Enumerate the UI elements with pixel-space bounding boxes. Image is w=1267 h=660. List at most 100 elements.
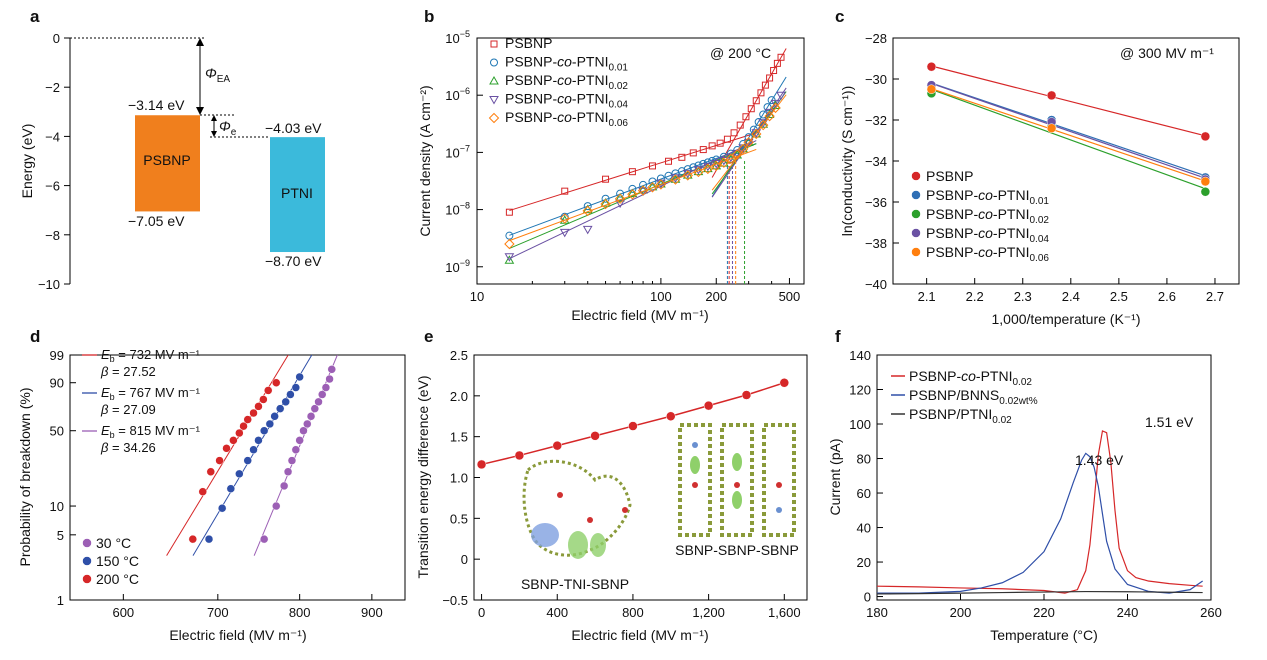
panel-a-ytick-label: −2 [45, 80, 60, 95]
panel-d-legend-label: 200 °C [96, 571, 139, 587]
panel-d-point [275, 404, 285, 413]
panel-d-point [239, 421, 248, 431]
panel-c-legend-label: PSBNP [926, 168, 973, 184]
panel-c-xlabel: 1,000/temperature (K⁻¹) [991, 311, 1140, 327]
panel-b-point [761, 81, 769, 89]
panel-d-legend-marker [82, 556, 92, 566]
panel-b-point [726, 149, 735, 158]
panel-f-xtick-label: 200 [950, 605, 972, 620]
panel-d-beta-label: β = 34.26 [100, 440, 156, 455]
panel-b-point [743, 137, 754, 148]
panel-f-xtick-label: 220 [1033, 605, 1055, 620]
panel-a-ytick-label: −10 [38, 277, 60, 292]
panel-b-point [739, 140, 748, 149]
panel-b-point [627, 189, 638, 200]
phi-ea-arrow-head-top [196, 38, 204, 46]
panel-f-legend-label: PSBNP/BNNS0.02wt% [909, 387, 1038, 407]
panel-b-ytick-label: 10−6 [445, 86, 470, 103]
panel-d-ytick-label: 90 [50, 376, 64, 391]
panel-f-series-line [877, 452, 1203, 594]
panel-e-ytick-label: −0.5 [442, 593, 468, 608]
panel-f-series-line [876, 590, 1203, 595]
panel-b-fit-low [509, 140, 757, 260]
panel-c-xtick-label: 2.3 [1014, 289, 1032, 304]
panel-b-point [647, 182, 658, 193]
panel-a-letter: a [30, 7, 40, 26]
panel-f-ytick-label: 140 [849, 348, 871, 363]
panel-b-fit-low [509, 148, 757, 242]
panel-b-point [752, 97, 760, 105]
panel-b-point [656, 174, 665, 183]
panel-b-point [736, 121, 744, 129]
panel-e: e 0 400 800 1,200 1,600 2.5 2.0 1.5 1.0 0.5 0 −0.5 [415, 327, 808, 643]
panel-c-ytick-label: −34 [865, 154, 887, 169]
panel-b-legend-marker [489, 96, 499, 105]
panel-d-frame [69, 354, 406, 601]
panel-d-point [286, 390, 295, 399]
panel-b-point [751, 128, 762, 140]
panel-d-xtick-label: 800 [289, 605, 311, 620]
panel-d-legend-marker [82, 538, 92, 548]
panel-c-fit-line [931, 88, 1206, 182]
panel-c-letter: c [835, 7, 844, 26]
panel-d-point [188, 534, 198, 544]
panel-b-point [582, 205, 593, 217]
panel-b-point [770, 102, 781, 114]
panel-b-point [561, 187, 569, 195]
panel-c-fit-line [931, 82, 1206, 177]
phi-e-label: Φe [219, 118, 237, 138]
panel-c-ylabel: ln(conductivity (S cm⁻¹)) [839, 86, 855, 237]
panel-d-point [243, 456, 252, 465]
panel-d-ytick-label: 5 [57, 528, 64, 543]
panel-c-legend-marker [911, 228, 921, 238]
panel-c-point [1046, 90, 1057, 101]
panel-c-legend-label: PSBNP-co-PTNI0.01 [926, 187, 1049, 207]
panel-b-legend-marker [490, 40, 498, 48]
panel-e-point [476, 459, 487, 470]
panel-d-point [271, 501, 281, 511]
panel-e-xtick-label: 0 [478, 605, 485, 620]
panel-f-letter: f [835, 327, 841, 346]
panel-d-point [217, 503, 227, 513]
panel-e-point [666, 411, 676, 421]
panel-b-point [648, 162, 656, 170]
panel-b-xtick-label: 200 [705, 289, 727, 304]
panel-b: b 10 100 200 500 10−5 10−6 10−7 10−8 10−9 @ 200 … [417, 7, 805, 323]
panel-b-xlabel: Electric field (MV m⁻¹) [571, 307, 708, 323]
panel-d-point [314, 397, 323, 407]
panel-d-point [249, 408, 258, 418]
panel-d-point [235, 469, 244, 479]
psbnp-bottom-label: −7.05 eV [128, 213, 185, 229]
panel-f-ytick-label: 100 [849, 417, 871, 432]
panel-b-point [614, 193, 626, 204]
panel-b-point [725, 153, 737, 165]
panel-b-point [628, 168, 636, 176]
panel-a-ytick-label: −8 [45, 228, 60, 243]
panel-d-ylabel: Probability of breakdown (%) [17, 388, 33, 567]
panel-e-ylabel: Transition energy difference (eV) [415, 375, 431, 578]
panel-c-legend-marker [911, 209, 921, 219]
panel-d-point [259, 426, 269, 435]
panel-e-point [628, 421, 638, 431]
panel-d-point [291, 383, 301, 392]
panel-c-ytick-label: −32 [865, 113, 887, 128]
panel-e-xtick-label: 400 [546, 605, 568, 620]
panel-c: c 2.1 2.2 2.3 2.4 2.5 2.6 2.7 −28 −30 −32 −34 −36 −3… [835, 7, 1240, 327]
panel-b-point [678, 153, 686, 161]
panel-d-beta-label: β = 27.52 [100, 364, 156, 379]
panel-c-fit-line [931, 88, 1206, 190]
inset-label-sbnp: SBNP-SBNP-SBNP [675, 542, 799, 558]
panel-c-point [1200, 176, 1211, 187]
psbnp-top-label: −3.14 eV [128, 97, 185, 113]
phi-e-arrow-head-top [211, 115, 217, 121]
panel-c-point [1046, 123, 1057, 133]
panel-c-ytick-label: −28 [865, 31, 887, 46]
psbnp-energy-box [135, 115, 200, 212]
panel-e-ytick-label: 2.0 [450, 389, 468, 404]
panel-c-point [1200, 131, 1211, 142]
panel-e-xtick-label: 1,200 [692, 605, 725, 620]
panel-b-point [730, 129, 738, 137]
panel-e-point [514, 450, 525, 461]
panel-c-legend-marker [911, 190, 921, 200]
